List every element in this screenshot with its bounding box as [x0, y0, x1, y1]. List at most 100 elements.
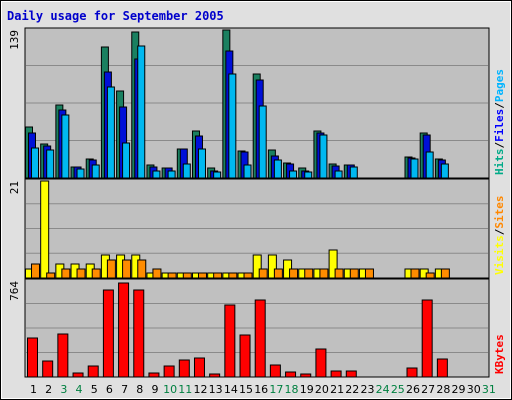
- bar-hits-pages-day-10: [167, 170, 176, 179]
- bar-hits-pages-day-7: [122, 142, 131, 179]
- bar-kbytes-kbytes-day-5: [87, 365, 99, 378]
- bar-kbytes-kbytes-day-16: [254, 299, 266, 378]
- bar-kbytes-kbytes-day-18: [285, 371, 297, 378]
- bar-kbytes-kbytes-day-19: [300, 373, 312, 378]
- bar-hits-pages-day-16: [258, 105, 267, 179]
- panel-kbytes-ymax-label: 764: [8, 281, 21, 301]
- bar-hits-pages-day-11: [182, 163, 191, 179]
- day-label: 3: [60, 383, 67, 396]
- day-label: 9: [151, 383, 158, 396]
- bar-visits-sites-day-4: [76, 268, 86, 279]
- day-label: 5: [91, 383, 98, 396]
- bar-visits-sites-day-27: [425, 272, 435, 279]
- day-label: 20: [315, 383, 329, 396]
- bar-kbytes-kbytes-day-14: [224, 304, 236, 378]
- bar-visits-visits-day-16: [252, 254, 262, 279]
- bar-visits-sites-day-19: [304, 268, 314, 279]
- bar-kbytes-kbytes-day-21: [330, 370, 342, 378]
- day-label: 17: [269, 383, 283, 396]
- day-label: 10: [163, 383, 177, 396]
- legend-entry: Files: [493, 109, 506, 142]
- panel-hits-legend: Hits/Files/Pages: [493, 69, 506, 175]
- bar-hits-pages-day-6: [106, 86, 115, 179]
- bar-hits-pages-day-27: [425, 151, 434, 179]
- day-label: 11: [178, 383, 192, 396]
- legend-entry: /: [493, 228, 506, 235]
- bar-visits-visits-day-2: [40, 180, 50, 279]
- day-label: 24: [376, 383, 390, 396]
- panel-hits-ymax-label: 139: [8, 30, 21, 50]
- bar-visits-sites-day-3: [61, 268, 71, 279]
- day-label: 13: [209, 383, 223, 396]
- bar-hits-pages-day-28: [440, 163, 449, 179]
- legend-entry: /: [493, 102, 506, 109]
- bar-visits-sites-day-13: [213, 272, 223, 279]
- bar-hits-pages-day-4: [76, 168, 85, 179]
- bar-kbytes-kbytes-day-1: [27, 337, 38, 378]
- bar-kbytes-kbytes-day-26: [406, 367, 418, 378]
- bar-visits-sites-day-7: [122, 259, 132, 279]
- day-label: 2: [45, 383, 52, 396]
- day-label: 15: [239, 383, 253, 396]
- bar-kbytes-kbytes-day-9: [148, 372, 160, 378]
- bar-visits-visits-day-17: [267, 254, 277, 279]
- legend-entry: KBytes: [493, 334, 506, 374]
- bar-visits-sites-day-8: [137, 259, 147, 279]
- bar-visits-sites-day-23: [364, 268, 374, 279]
- bar-visits-sites-day-9: [152, 268, 162, 279]
- day-label: 4: [76, 383, 83, 396]
- bar-visits-visits-day-21: [328, 249, 338, 279]
- bar-visits-sites-day-18: [289, 268, 299, 279]
- day-label: 14: [224, 383, 238, 396]
- bar-hits-pages-day-2: [46, 149, 55, 179]
- bar-visits-sites-day-5: [91, 268, 101, 279]
- day-label: 22: [345, 383, 359, 396]
- day-label: 23: [360, 383, 374, 396]
- bar-hits-pages-day-5: [91, 164, 100, 179]
- legend-entry: Visits: [493, 235, 506, 275]
- bar-visits-sites-day-16: [258, 268, 268, 279]
- bar-hits-pages-day-26: [410, 158, 419, 179]
- day-label: 7: [121, 383, 128, 396]
- day-label: 31: [482, 383, 496, 396]
- day-label: 1: [30, 383, 37, 396]
- day-label: 30: [467, 383, 481, 396]
- bar-visits-sites-day-17: [273, 268, 283, 279]
- bar-hits-pages-day-1: [31, 147, 39, 179]
- bar-hits-pages-day-14: [228, 73, 237, 179]
- bar-hits-pages-day-17: [273, 159, 282, 179]
- bar-kbytes-kbytes-day-10: [163, 365, 175, 378]
- legend-entry: Sites: [493, 196, 506, 229]
- bar-kbytes-kbytes-day-11: [178, 359, 190, 378]
- day-label: 18: [285, 383, 299, 396]
- day-label: 25: [391, 383, 405, 396]
- panel-kbytes-legend: KBytes: [493, 334, 506, 374]
- panel-visits-ymax-label: 21: [8, 181, 21, 194]
- day-label: 28: [436, 383, 450, 396]
- bar-hits-pages-day-8: [137, 45, 146, 179]
- bar-kbytes-kbytes-day-6: [102, 289, 114, 378]
- bar-visits-sites-day-26: [410, 268, 420, 279]
- day-label: 6: [106, 383, 113, 396]
- bar-visits-sites-day-14: [228, 272, 238, 279]
- bar-hits-pages-day-9: [152, 170, 161, 179]
- bar-kbytes-kbytes-day-20: [315, 348, 327, 378]
- bar-kbytes-kbytes-day-17: [269, 364, 281, 378]
- bar-kbytes-kbytes-day-4: [72, 372, 84, 378]
- bar-kbytes-kbytes-day-28: [436, 358, 448, 378]
- bar-hits-pages-day-21: [334, 170, 343, 179]
- bar-kbytes-kbytes-day-8: [133, 289, 145, 378]
- bar-hits-pages-day-22: [349, 166, 358, 179]
- bar-kbytes-kbytes-day-15: [239, 334, 251, 378]
- day-label: 12: [193, 383, 207, 396]
- bar-hits-pages-day-13: [213, 171, 222, 179]
- bar-hits-pages-day-18: [289, 170, 298, 179]
- bar-kbytes-kbytes-day-2: [42, 360, 54, 378]
- legend-entry: Pages: [493, 69, 506, 102]
- bar-visits-sites-day-21: [334, 268, 344, 279]
- bar-kbytes-kbytes-day-7: [118, 282, 130, 378]
- chart-title: Daily usage for September 2005: [7, 9, 224, 23]
- bar-kbytes-kbytes-day-22: [345, 370, 357, 378]
